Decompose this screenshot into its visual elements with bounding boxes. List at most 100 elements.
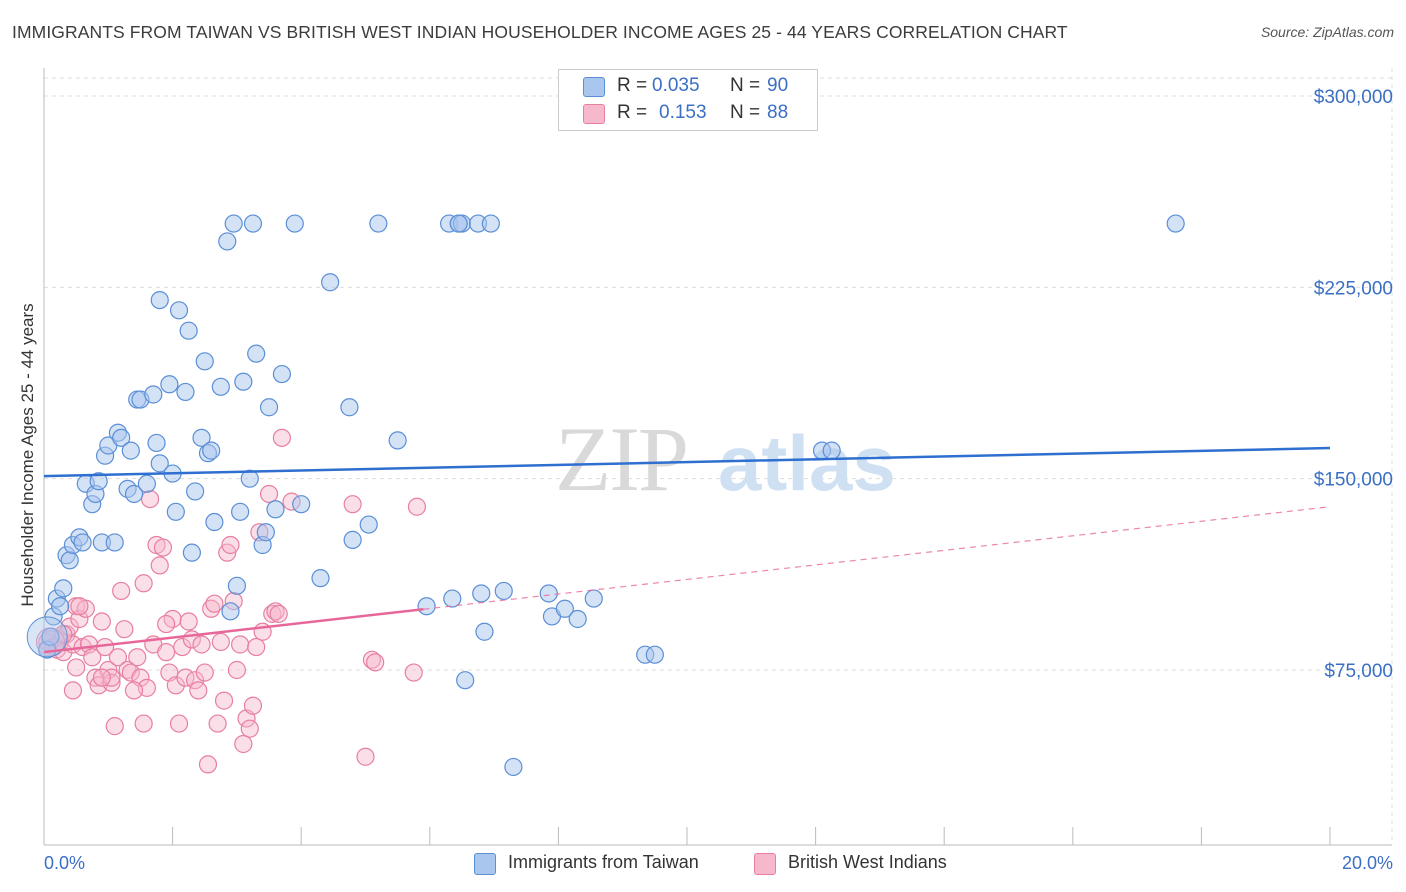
data-point-immigrants-from-taiwan — [179, 321, 198, 340]
legend-r-label: R = — [617, 102, 648, 123]
data-point-immigrants-from-taiwan — [388, 431, 407, 450]
legend-swatch-taiwan — [583, 77, 605, 97]
data-point-british-west-indians — [214, 691, 234, 710]
bottom-legend-label-bwi: British West Indians — [788, 852, 947, 872]
data-point-british-west-indians — [70, 609, 89, 629]
data-point-british-west-indians — [208, 714, 227, 733]
trend-line-british-west-indians — [43, 608, 424, 654]
data-point-british-west-indians — [108, 648, 128, 667]
data-point-british-west-indians — [192, 635, 211, 654]
data-point-immigrants-from-taiwan — [147, 433, 166, 453]
trend-lines — [43, 446, 1331, 654]
data-point-immigrants-from-taiwan — [311, 569, 330, 588]
data-point-british-west-indians — [115, 620, 134, 639]
data-point-british-west-indians — [105, 717, 124, 736]
data-point-immigrants-from-taiwan — [1166, 214, 1185, 233]
data-point-immigrants-from-taiwan — [456, 671, 475, 690]
data-point-british-west-indians — [202, 599, 221, 618]
data-point-british-west-indians — [263, 604, 282, 623]
data-point-british-west-indians — [205, 594, 224, 613]
y-tick-label: $300,000 — [1314, 87, 1393, 108]
data-point-british-west-indians — [63, 681, 83, 700]
legend-n-label: N = — [730, 102, 761, 123]
x-tick-label-max: 20.0% — [1342, 853, 1393, 873]
data-point-british-west-indians — [272, 428, 292, 447]
data-point-british-west-indians — [404, 663, 423, 682]
data-point-british-west-indians — [362, 650, 382, 669]
data-point-british-west-indians — [221, 535, 240, 555]
data-point-immigrants-from-taiwan — [504, 757, 523, 777]
data-point-british-west-indians — [128, 648, 147, 667]
data-point-british-west-indians — [166, 676, 185, 695]
data-point-immigrants-from-taiwan — [112, 428, 131, 447]
data-point-immigrants-from-taiwan — [121, 441, 140, 460]
legend-n-label: N = — [730, 75, 761, 96]
data-point-british-west-indians — [83, 648, 102, 667]
data-point-immigrants-from-taiwan — [256, 523, 275, 542]
data-point-immigrants-from-taiwan — [243, 214, 263, 233]
data-point-british-west-indians — [227, 660, 246, 680]
data-point-immigrants-from-taiwan — [182, 543, 201, 562]
data-point-immigrants-from-taiwan — [272, 364, 292, 384]
data-point-immigrants-from-taiwan — [105, 533, 124, 552]
data-point-immigrants-from-taiwan — [443, 589, 462, 608]
data-point-british-west-indians — [70, 597, 89, 616]
data-point-immigrants-from-taiwan — [218, 232, 237, 251]
data-point-immigrants-from-taiwan — [192, 428, 211, 447]
data-point-british-west-indians — [269, 604, 288, 623]
data-point-british-west-indians — [157, 614, 176, 634]
data-point-immigrants-from-taiwan — [166, 502, 185, 521]
data-point-british-west-indians — [134, 574, 153, 593]
data-point-british-west-indians — [92, 668, 111, 687]
data-point-british-west-indians — [102, 668, 121, 687]
data-point-immigrants-from-taiwan — [240, 469, 259, 488]
bottom-legend-label-taiwan: Immigrants from Taiwan — [508, 852, 699, 872]
data-point-immigrants-from-taiwan — [266, 500, 285, 519]
legend-n-value-bwi: 88 — [767, 102, 789, 123]
data-point-immigrants-from-taiwan — [195, 352, 214, 371]
data-point-immigrants-from-taiwan — [417, 597, 436, 616]
legend-r-value-bwi: 0.153 — [659, 102, 707, 123]
data-point-immigrants-from-taiwan — [340, 398, 359, 417]
data-point-immigrants-from-taiwan — [137, 474, 156, 493]
data-point-immigrants-from-taiwan — [227, 576, 246, 595]
data-point-british-west-indians — [343, 495, 362, 514]
data-point-immigrants-from-taiwan — [449, 214, 468, 233]
data-point-british-west-indians — [240, 719, 259, 738]
data-point-british-west-indians — [92, 612, 111, 631]
data-point-immigrants-from-taiwan — [481, 214, 500, 233]
legend-r-label: R = — [617, 75, 648, 96]
data-point-immigrants-from-taiwan — [555, 599, 574, 618]
bottom-legend-swatch-taiwan — [474, 853, 496, 875]
data-point-british-west-indians — [195, 663, 214, 682]
data-point-immigrants-from-taiwan — [54, 579, 73, 598]
data-point-british-west-indians — [198, 755, 218, 774]
data-point-immigrants-from-taiwan — [539, 584, 558, 603]
data-point-immigrants-from-taiwan — [568, 609, 587, 629]
data-point-immigrants-from-taiwan — [494, 581, 513, 601]
data-point-immigrants-from-taiwan — [50, 597, 70, 616]
data-point-british-west-indians — [356, 747, 375, 766]
watermark: ZIP atlas — [555, 408, 896, 510]
data-point-british-west-indians — [234, 734, 253, 754]
legend-n-value-taiwan: 90 — [767, 75, 789, 96]
data-point-immigrants-from-taiwan — [211, 377, 230, 396]
data-point-immigrants-from-taiwan — [221, 602, 240, 621]
data-point-immigrants-from-taiwan — [231, 502, 250, 521]
source-credit: Source: ZipAtlas.com — [1260, 24, 1394, 40]
correlation-legend: R = 0.035 N = 90 R = 0.153 N = 88 — [558, 69, 818, 131]
data-point-british-west-indians — [157, 643, 176, 662]
data-point-british-west-indians — [259, 484, 279, 504]
data-point-immigrants-from-taiwan — [205, 512, 224, 532]
data-point-british-west-indians — [247, 637, 266, 657]
data-point-british-west-indians — [150, 556, 169, 575]
data-point-british-west-indians — [407, 497, 427, 516]
legend-r-value-taiwan: 0.035 — [652, 75, 700, 96]
data-point-british-west-indians — [112, 581, 131, 601]
data-point-immigrants-from-taiwan — [321, 273, 340, 292]
data-point-british-west-indians — [102, 673, 121, 692]
data-point-immigrants-from-taiwan — [822, 441, 841, 460]
x-tick-label-min: 0.0% — [44, 853, 85, 873]
data-point-immigrants-from-taiwan — [202, 441, 221, 460]
data-point-immigrants-from-taiwan — [150, 454, 169, 473]
